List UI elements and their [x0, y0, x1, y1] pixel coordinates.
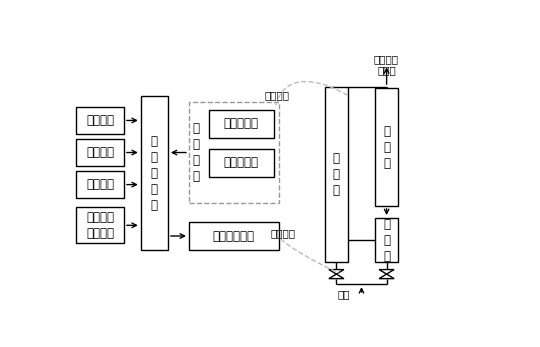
- Text: 报警模块: 报警模块: [86, 146, 114, 159]
- Bar: [325, 87, 348, 262]
- Bar: [76, 207, 124, 243]
- Bar: [76, 171, 124, 198]
- Text: 显示模块: 显示模块: [86, 114, 114, 127]
- Text: 一定温、: 一定温、: [374, 54, 399, 64]
- Text: 过
滤
器: 过 滤 器: [383, 125, 390, 170]
- Bar: [375, 218, 398, 262]
- Text: 干
燥
器: 干 燥 器: [383, 218, 390, 263]
- Text: 气体: 气体: [338, 289, 350, 299]
- Text: 加
湿
器: 加 湿 器: [333, 152, 340, 197]
- Text: 存储模块: 存储模块: [86, 178, 114, 191]
- Text: 湿度传感器: 湿度传感器: [224, 156, 259, 169]
- Bar: [209, 149, 274, 177]
- Bar: [209, 110, 274, 138]
- Bar: [76, 107, 124, 134]
- Bar: [189, 102, 279, 203]
- Bar: [76, 139, 124, 166]
- Text: 温度传感器: 温度传感器: [224, 117, 259, 130]
- Text: 流量控制装置: 流量控制装置: [213, 229, 255, 243]
- Text: 监
控
装
置: 监 控 装 置: [193, 122, 200, 183]
- Text: 连接线缆: 连接线缆: [271, 228, 295, 238]
- Bar: [375, 88, 398, 206]
- Bar: [189, 222, 279, 250]
- Text: 数据分析
处理模块: 数据分析 处理模块: [86, 211, 114, 240]
- Bar: [141, 96, 168, 250]
- Text: 中
央
处
理
器: 中 央 处 理 器: [151, 135, 158, 212]
- Text: 湿气体: 湿气体: [377, 65, 396, 75]
- Text: 连接线缆: 连接线缆: [264, 90, 289, 100]
